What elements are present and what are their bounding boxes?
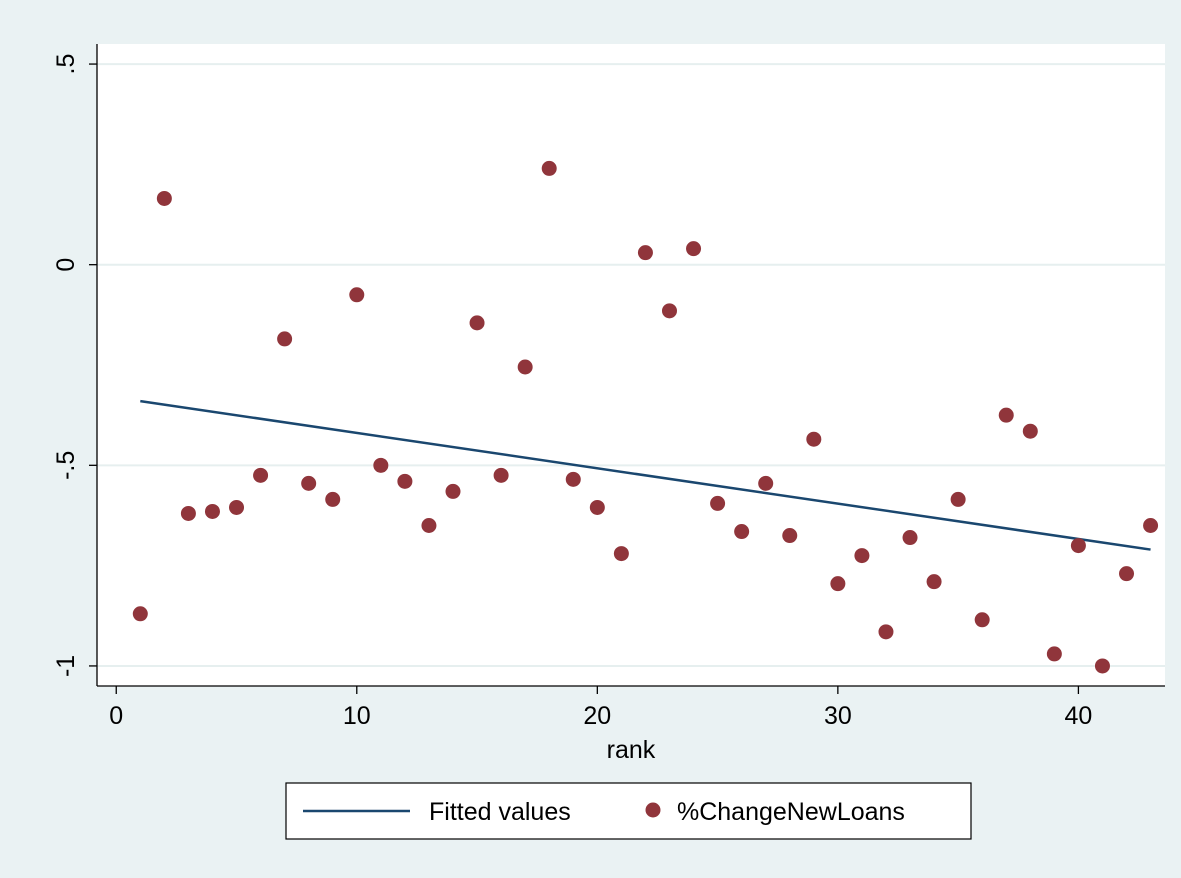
data-point-19 (565, 471, 581, 487)
data-point-17 (517, 359, 533, 375)
data-point-12 (397, 473, 413, 489)
data-point-25 (710, 495, 726, 511)
plot-area (97, 44, 1165, 686)
gridlines (97, 63, 1165, 667)
legend-label-change-new-loans: %ChangeNewLoans (677, 798, 905, 826)
data-point-7 (277, 331, 293, 347)
data-point-28 (782, 528, 798, 544)
data-point-8 (301, 475, 317, 491)
data-point-3 (180, 505, 196, 521)
x-tick-label-1: 10 (343, 702, 371, 730)
data-point-14 (445, 483, 461, 499)
data-point-2 (156, 190, 172, 206)
legend: Fitted values %ChangeNewLoans (285, 782, 972, 840)
y-tick-label-0: -1 (52, 655, 80, 677)
data-point-32 (878, 624, 894, 640)
x-axis-label: rank (607, 736, 656, 764)
data-point-16 (493, 467, 509, 483)
data-point-35 (950, 491, 966, 507)
x-tick-label-0: 0 (109, 702, 123, 730)
y-tick-label-3: .5 (52, 54, 80, 75)
y-tick-label-2: 0 (52, 258, 80, 272)
fitted-line (140, 399, 1151, 551)
data-point-15 (469, 315, 485, 331)
data-point-9 (325, 491, 341, 507)
data-point-26 (734, 524, 750, 540)
data-point-22 (637, 245, 653, 261)
legend-marker-swatch (645, 802, 661, 818)
x-tick-label-2: 20 (583, 702, 611, 730)
data-point-33 (902, 530, 918, 546)
change-new-loans-series (132, 160, 1159, 674)
data-point-24 (686, 241, 702, 257)
data-point-27 (758, 475, 774, 491)
x-tick-label-4: 40 (1064, 702, 1092, 730)
legend-label-fitted-values: Fitted values (429, 798, 571, 826)
data-point-11 (373, 457, 389, 473)
data-point-39 (1046, 646, 1062, 662)
data-point-34 (926, 574, 942, 590)
data-point-37 (998, 407, 1014, 423)
data-point-5 (229, 499, 245, 515)
fitted-values-series (140, 399, 1151, 551)
data-point-29 (806, 431, 822, 447)
data-point-18 (541, 160, 557, 176)
data-point-23 (661, 303, 677, 319)
x-ticks: 0 10 20 30 40 (109, 686, 1092, 730)
data-point-36 (974, 612, 990, 628)
data-point-31 (854, 548, 870, 564)
data-point-42 (1119, 566, 1135, 582)
y-ticks: -1 -.5 0 .5 (52, 54, 97, 677)
data-point-1 (132, 606, 148, 622)
data-point-4 (204, 503, 220, 519)
data-point-43 (1143, 518, 1159, 533)
data-point-30 (830, 576, 846, 592)
data-point-10 (349, 287, 365, 303)
y-tick-label-1: -.5 (52, 451, 80, 480)
data-point-38 (1022, 423, 1038, 439)
data-point-21 (613, 546, 629, 562)
data-point-6 (253, 467, 269, 483)
x-tick-label-3: 30 (824, 702, 852, 730)
data-point-13 (421, 518, 437, 533)
data-point-40 (1070, 538, 1086, 554)
data-point-41 (1094, 658, 1110, 674)
data-point-20 (589, 499, 605, 515)
